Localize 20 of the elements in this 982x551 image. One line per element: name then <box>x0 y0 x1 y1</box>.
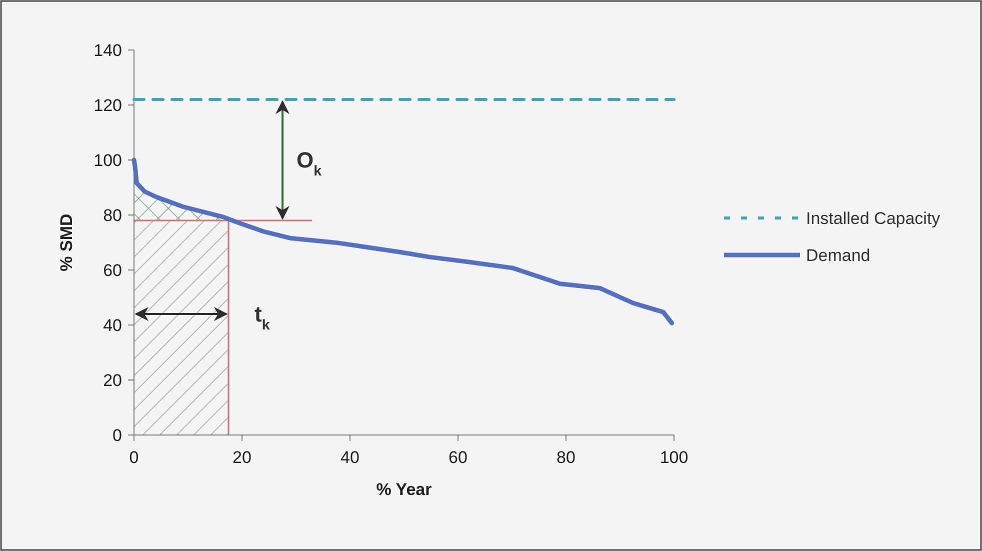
x-tick-label: 0 <box>129 448 139 467</box>
y-tick-label: 60 <box>103 260 122 280</box>
y-tick-label: 120 <box>94 96 122 115</box>
y-tick-label: 20 <box>103 370 122 390</box>
y-tick-label: 140 <box>94 40 122 60</box>
x-tick-label: 60 <box>448 448 468 467</box>
y-tick-label: 40 <box>103 316 122 335</box>
x-tick-label: 20 <box>232 448 252 467</box>
x-tick-label: 100 <box>660 448 688 467</box>
annotation: O$_{k}$ <box>296 148 322 180</box>
y-tick-label: 0 <box>112 426 122 445</box>
y-tick-label: 80 <box>103 206 122 225</box>
legend-label: Demand <box>806 246 870 265</box>
x-tick-label: 80 <box>556 448 576 467</box>
x-tick-label: 40 <box>340 448 360 467</box>
annotation: t$_{k}$ <box>254 302 270 334</box>
legend-label: Installed Capacity <box>806 208 941 228</box>
y-tick-label: 100 <box>94 150 122 170</box>
x-axis-title: % Year <box>376 480 432 499</box>
y-axis-title: % SMD <box>57 214 76 272</box>
